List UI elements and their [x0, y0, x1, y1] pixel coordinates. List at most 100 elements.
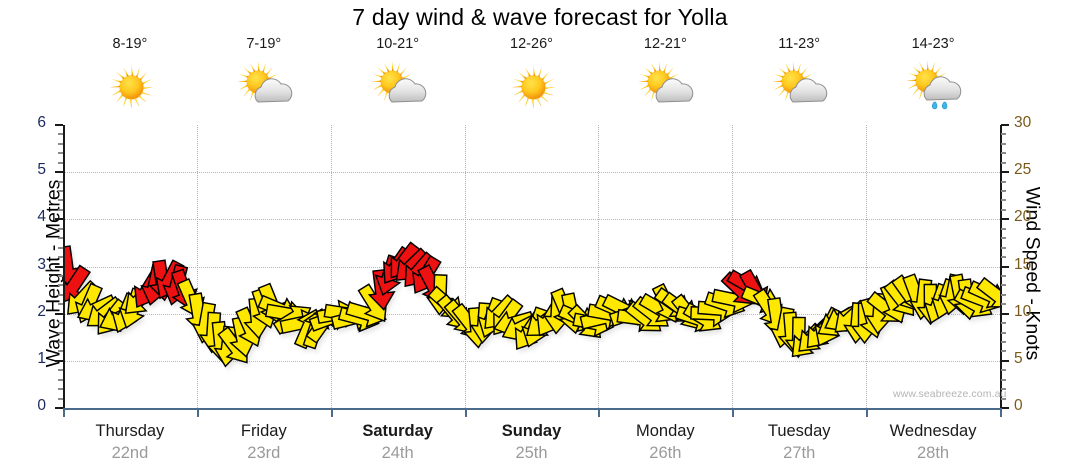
left-axis-tick-label: 5 [37, 161, 46, 179]
left-axis-tick-label: 2 [37, 302, 46, 320]
day-divider-gridline [330, 125, 332, 408]
right-axis-tick [1001, 407, 1009, 409]
left-axis-spine [63, 125, 65, 408]
right-axis-tick [1001, 265, 1009, 268]
left-axis-minor-tick [58, 256, 63, 259]
left-axis-tick-label: 4 [37, 208, 46, 226]
left-axis-minor-tick [58, 208, 63, 211]
sunny-icon [109, 65, 153, 109]
left-axis-tick-label: 6 [37, 114, 46, 131]
left-axis-minor-tick [58, 340, 63, 343]
right-axis-minor-tick [1001, 274, 1006, 277]
right-axis-minor-tick [1001, 284, 1006, 287]
left-axis-minor-tick [58, 190, 63, 193]
day-header-saturday: 10-21° [330, 36, 465, 114]
right-axis-tick-label: 30 [1014, 114, 1032, 131]
right-axis-minor-tick [1001, 303, 1006, 306]
right-axis-tick-label: 10 [1014, 302, 1032, 320]
left-axis-minor-tick [58, 322, 63, 325]
right-axis-minor-tick [1001, 190, 1006, 193]
day-header-wednesday: 14-23° [866, 36, 1001, 114]
day-date: 24th [381, 444, 414, 463]
wind-arrow-series [63, 241, 1000, 368]
left-axis-minor-tick [58, 369, 63, 372]
right-axis-tick [1001, 124, 1009, 126]
right-axis-minor-tick [1001, 227, 1006, 230]
left-axis-tick-label: 0 [37, 397, 46, 414]
day-temperature-range: 8-19° [112, 36, 148, 52]
left-axis-tick [55, 407, 63, 409]
right-axis-minor-tick [1001, 369, 1006, 372]
right-axis-tick [1001, 171, 1009, 174]
left-axis-minor-tick [58, 246, 63, 249]
bottom-axis-day-tick [866, 408, 869, 417]
day-date: 23rd [247, 444, 281, 463]
bottom-axis-day-tick [63, 408, 65, 417]
rain-shower-icon [906, 60, 962, 110]
right-axis-minor-tick [1001, 246, 1006, 249]
right-axis-minor-tick [1001, 293, 1006, 296]
sunny-icon [511, 65, 555, 109]
horizontal-gridline [63, 266, 1000, 268]
right-axis-minor-tick [1001, 340, 1006, 343]
right-axis-minor-tick [1001, 133, 1006, 136]
day-temperature-range: 14-23° [911, 36, 955, 52]
right-axis-minor-tick [1001, 199, 1006, 202]
left-axis-tick [55, 124, 63, 126]
day-date: 22nd [111, 444, 149, 463]
right-axis-minor-tick [1001, 331, 1006, 334]
day-label-monday: Monday 26th [598, 420, 733, 465]
page-title: 7 day wind & wave forecast for Yolla [352, 4, 728, 30]
bottom-axis-day-tick [464, 408, 467, 417]
day-header-friday: 7-19° [196, 36, 331, 114]
right-axis-minor-tick [1001, 180, 1006, 183]
right-axis-minor-tick [1001, 256, 1006, 259]
partly-cloudy-icon [237, 61, 292, 103]
left-axis-tick-label: 1 [37, 349, 46, 367]
day-temperature-range: 12-21° [643, 36, 687, 52]
left-axis-tick [55, 359, 63, 362]
left-axis-minor-tick [58, 397, 63, 400]
left-axis-minor-tick [58, 152, 63, 155]
left-axis-tick [55, 265, 63, 268]
day-header-thursday: 8-19° [62, 36, 197, 114]
day-temperature-range: 12-26° [510, 36, 553, 52]
day-temperature-range: 7-19° [246, 36, 282, 52]
day-date: 28th [917, 444, 950, 463]
partly-cloudy-icon [772, 61, 828, 103]
left-axis-minor-tick [58, 284, 63, 287]
right-axis-minor-tick [1001, 350, 1006, 353]
left-axis-minor-tick [58, 293, 63, 296]
day-header-monday: 12-21° [598, 36, 733, 114]
day-name: Thursday [95, 422, 165, 440]
day-label-sunday: Sunday 25th [464, 420, 599, 465]
right-axis-minor-tick [1001, 208, 1006, 211]
day-divider-gridline [732, 125, 734, 408]
plot-area [63, 125, 1000, 408]
left-axis-minor-tick [58, 199, 63, 202]
left-axis-minor-tick [58, 378, 63, 381]
left-axis-minor-tick [58, 274, 63, 277]
day-date: 25th [515, 444, 548, 463]
day-temperature-range: 11-23° [778, 36, 821, 52]
right-axis-minor-tick [1001, 397, 1006, 400]
left-axis-minor-tick [58, 303, 63, 306]
wind-arrow [975, 276, 1000, 308]
day-temperature-range: 10-21° [376, 36, 420, 52]
day-header-tuesday: 11-23° [732, 36, 867, 114]
right-axis-minor-tick [1001, 237, 1006, 240]
day-date: 27th [783, 444, 816, 463]
left-axis-minor-tick [58, 331, 63, 334]
left-axis-minor-tick [58, 350, 63, 353]
bottom-axis-day-tick [196, 408, 199, 417]
left-axis-tick-label: 3 [37, 255, 46, 273]
bottom-axis-day-tick [1000, 408, 1002, 417]
left-axis-minor-tick [58, 180, 63, 183]
day-label-tuesday: Tuesday 27th [732, 420, 867, 465]
right-axis-tick-label: 0 [1014, 397, 1023, 414]
day-divider-gridline [866, 125, 868, 408]
site-watermark: www.seabreeze.com.au [893, 388, 1007, 400]
left-axis-tick [55, 218, 63, 221]
day-label-friday: Friday 23rd [196, 420, 331, 465]
horizontal-gridline [63, 360, 1000, 362]
